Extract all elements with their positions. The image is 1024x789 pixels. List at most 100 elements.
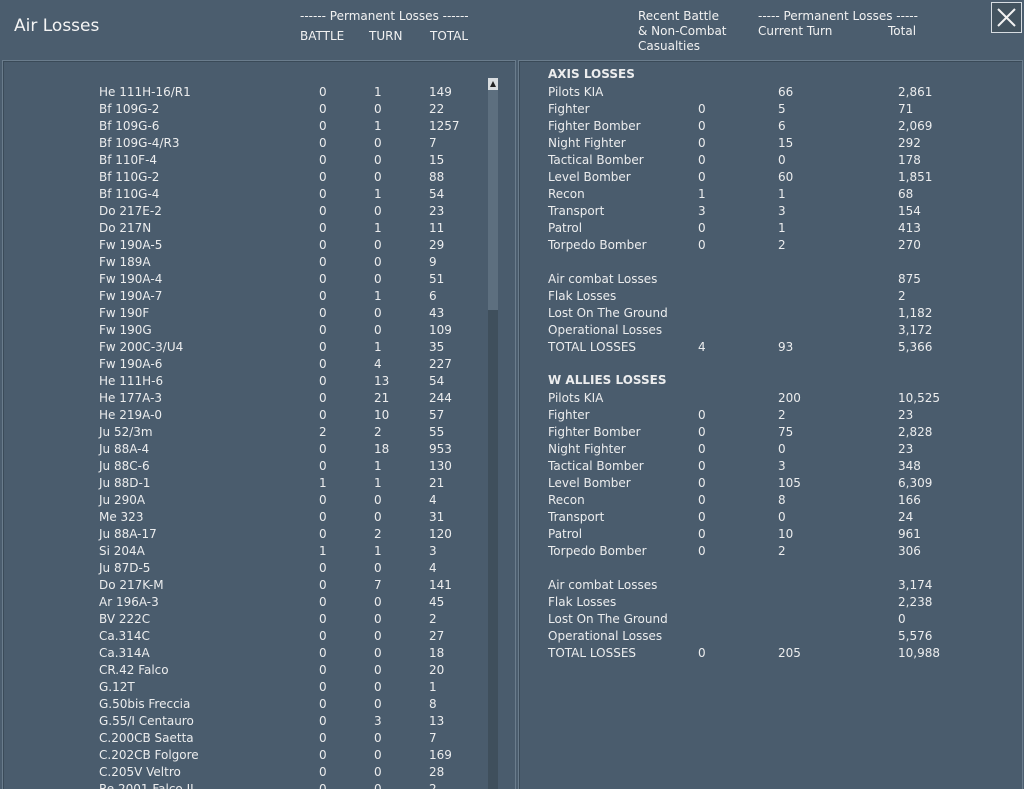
loss-recent: 0 bbox=[698, 442, 706, 456]
battle-losses: 0 bbox=[319, 119, 327, 133]
aircraft-name: Ju 88C-6 bbox=[99, 459, 150, 473]
loss-label: Transport bbox=[548, 204, 605, 218]
loss-total: 0 bbox=[898, 612, 906, 626]
loss-current: 6 bbox=[778, 119, 786, 133]
section-title: AXIS LOSSES bbox=[548, 67, 635, 81]
total-losses: 1 bbox=[429, 680, 437, 694]
aircraft-name: Fw 190F bbox=[99, 306, 150, 320]
loss-total: 413 bbox=[898, 221, 921, 235]
loss-total: 348 bbox=[898, 459, 921, 473]
turn-losses: 0 bbox=[374, 204, 382, 218]
loss-current: 75 bbox=[778, 425, 794, 439]
loss-label: TOTAL LOSSES bbox=[548, 646, 637, 660]
loss-recent: 1 bbox=[698, 187, 706, 201]
battle-losses: 0 bbox=[319, 714, 327, 728]
aircraft-name: G.55/I Centauro bbox=[99, 714, 194, 728]
total-losses: 130 bbox=[429, 459, 452, 473]
loss-recent: 0 bbox=[698, 493, 706, 507]
loss-total: 3,172 bbox=[898, 323, 933, 337]
aircraft-name: Ju 88D-1 bbox=[99, 476, 151, 490]
total-losses: 7 bbox=[429, 731, 437, 745]
loss-label: Operational Losses bbox=[548, 323, 663, 337]
loss-label: Transport bbox=[548, 510, 605, 524]
loss-label: Fighter bbox=[548, 408, 590, 422]
total-losses: 120 bbox=[429, 527, 452, 541]
aircraft-name: Fw 190G bbox=[99, 323, 152, 337]
right-group-header: ----- Permanent Losses ----- bbox=[758, 9, 918, 23]
aircraft-name: Fw 190A-7 bbox=[99, 289, 163, 303]
total-losses: 149 bbox=[429, 85, 452, 99]
battle-losses: 0 bbox=[319, 357, 327, 371]
total-losses: 169 bbox=[429, 748, 452, 762]
aircraft-name: Ca.314A bbox=[99, 646, 150, 660]
total-losses: 54 bbox=[429, 187, 445, 201]
loss-recent: 0 bbox=[698, 408, 706, 422]
loss-current: 2 bbox=[778, 408, 786, 422]
aircraft-name: Ju 52/3m bbox=[99, 425, 153, 439]
aircraft-name: G.50bis Freccia bbox=[99, 697, 191, 711]
battle-losses: 0 bbox=[319, 493, 327, 507]
loss-current: 93 bbox=[778, 340, 794, 354]
loss-total: 10,525 bbox=[898, 391, 940, 405]
total-losses: 18 bbox=[429, 646, 445, 660]
aircraft-name: Ju 290A bbox=[99, 493, 146, 507]
aircraft-name: Bf 110F-4 bbox=[99, 153, 158, 167]
total-losses: 22 bbox=[429, 102, 445, 116]
battle-losses: 0 bbox=[319, 170, 327, 184]
loss-current: 0 bbox=[778, 442, 786, 456]
loss-label: Flak Losses bbox=[548, 289, 617, 303]
loss-label: Recon bbox=[548, 493, 585, 507]
scrollbar-thumb[interactable] bbox=[488, 90, 498, 310]
loss-total: 68 bbox=[898, 187, 914, 201]
turn-losses: 0 bbox=[374, 646, 382, 660]
loss-total: 10,988 bbox=[898, 646, 940, 660]
aircraft-name: C.200CB Saetta bbox=[99, 731, 194, 745]
total-losses: 27 bbox=[429, 629, 445, 643]
close-button[interactable] bbox=[991, 2, 1022, 33]
column-header: & Non-Combat bbox=[638, 24, 727, 38]
aircraft-name: Si 204A bbox=[99, 544, 145, 558]
scrollbar-track[interactable] bbox=[488, 78, 498, 789]
total-losses: 31 bbox=[429, 510, 445, 524]
total-losses: 6 bbox=[429, 289, 437, 303]
loss-recent: 0 bbox=[698, 221, 706, 235]
turn-losses: 18 bbox=[374, 442, 390, 456]
left-group-header: ------ Permanent Losses ------ bbox=[300, 9, 469, 23]
battle-losses: 0 bbox=[319, 391, 327, 405]
aircraft-name: Ju 88A-4 bbox=[99, 442, 150, 456]
battle-losses: 0 bbox=[319, 306, 327, 320]
loss-label: Pilots KIA bbox=[548, 391, 604, 405]
turn-losses: 0 bbox=[374, 612, 382, 626]
loss-total: 3,174 bbox=[898, 578, 933, 592]
loss-current: 5 bbox=[778, 102, 786, 116]
loss-current: 105 bbox=[778, 476, 801, 490]
battle-losses: 0 bbox=[319, 221, 327, 235]
aircraft-name: Ca.314C bbox=[99, 629, 150, 643]
column-header: Total bbox=[888, 24, 917, 38]
aircraft-name: Ar 196A-3 bbox=[99, 595, 159, 609]
loss-total: 154 bbox=[898, 204, 921, 218]
loss-total: 292 bbox=[898, 136, 921, 150]
aircraft-name: Bf 110G-2 bbox=[99, 170, 160, 184]
loss-recent: 3 bbox=[698, 204, 706, 218]
total-losses: 244 bbox=[429, 391, 452, 405]
loss-current: 2 bbox=[778, 238, 786, 252]
loss-recent: 0 bbox=[698, 510, 706, 524]
aircraft-name: He 111H-16/R1 bbox=[99, 85, 191, 99]
total-losses: 2 bbox=[429, 612, 437, 626]
aircraft-panel bbox=[2, 60, 516, 789]
aircraft-name: He 177A-3 bbox=[99, 391, 163, 405]
total-losses: 7 bbox=[429, 136, 437, 150]
battle-losses: 0 bbox=[319, 578, 327, 592]
total-losses: 23 bbox=[429, 204, 445, 218]
summary-panel bbox=[518, 60, 1023, 789]
battle-losses: 0 bbox=[319, 612, 327, 626]
scroll-up-button[interactable] bbox=[488, 78, 498, 90]
turn-losses: 0 bbox=[374, 136, 382, 150]
total-losses: 109 bbox=[429, 323, 452, 337]
turn-losses: 0 bbox=[374, 170, 382, 184]
battle-losses: 0 bbox=[319, 527, 327, 541]
battle-losses: 0 bbox=[319, 765, 327, 779]
aircraft-name: Ju 87D-5 bbox=[99, 561, 151, 575]
